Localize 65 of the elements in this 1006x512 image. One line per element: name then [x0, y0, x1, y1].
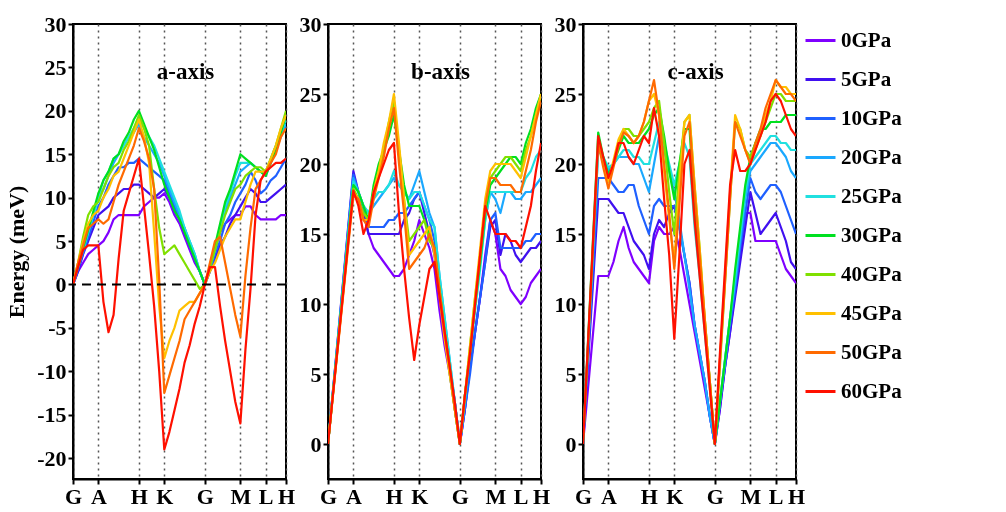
text: b-axis — [411, 59, 470, 84]
y-tick-label: 15 — [44, 141, 67, 167]
x-tick-label: M — [485, 483, 507, 509]
y-tick-label: 30 — [554, 11, 577, 37]
x-tick-label: A — [90, 483, 107, 509]
y-tick-label: 5 — [310, 361, 322, 387]
x-tick-label: G — [451, 483, 469, 509]
legend-label: 30GPa — [841, 222, 903, 247]
x-tick-label: K — [411, 483, 429, 509]
y-tick-label: -15 — [37, 402, 67, 428]
legend-label: 5GPa — [841, 66, 892, 91]
x-tick-label: G — [196, 483, 214, 509]
x-tick-label: L — [513, 483, 529, 509]
x-tick-label: H — [787, 483, 806, 509]
legend-label: 60GPa — [841, 378, 903, 403]
legend-label: 45GPa — [841, 300, 903, 325]
x-tick-label: M — [230, 483, 252, 509]
y-tick-label: 20 — [44, 98, 67, 124]
y-tick-label: 5 — [565, 361, 577, 387]
y-tick-label: 20 — [554, 151, 577, 177]
y-tick-label: 25 — [44, 54, 67, 80]
y-tick-label: 5 — [55, 228, 67, 254]
x-tick-label: H — [130, 483, 148, 509]
y-tick-label: 0 — [55, 272, 67, 297]
y-tick-label: -5 — [48, 315, 67, 341]
y-tick-label: 10 — [299, 291, 322, 317]
x-tick-label: L — [258, 483, 274, 509]
x-tick-label: L — [768, 483, 784, 509]
y-tick-label: 15 — [299, 221, 322, 247]
legend-label: 40GPa — [841, 261, 903, 286]
y-tick-label: 10 — [44, 185, 67, 211]
line-series — [73, 127, 286, 395]
y-tick-label: 10 — [554, 291, 577, 317]
x-tick-label: G — [64, 483, 83, 509]
x-tick-label: A — [345, 483, 362, 509]
x-tick-label: H — [532, 483, 551, 509]
y-tick-label: 20 — [299, 151, 322, 177]
y-tick-label: 0 — [310, 431, 322, 457]
x-tick-label: H — [277, 483, 296, 509]
legend-label: 25GPa — [841, 183, 903, 208]
x-tick-label: G — [319, 483, 338, 509]
y-tick-label: 15 — [554, 221, 577, 247]
legend-label: 10GPa — [841, 105, 903, 130]
x-tick-label: H — [640, 483, 658, 509]
line-series — [73, 157, 286, 451]
x-tick-label: K — [156, 483, 174, 509]
y-tick-label: 25 — [554, 81, 577, 107]
y-tick-label: -20 — [37, 445, 67, 471]
legend-label: 20GPa — [841, 144, 903, 169]
x-tick-label: K — [666, 483, 684, 509]
y-tick-label: 30 — [44, 11, 67, 37]
y-tick-label: 0 — [565, 431, 577, 457]
x-tick-label: G — [706, 483, 724, 509]
x-tick-label: M — [740, 483, 762, 509]
x-tick-label: A — [600, 483, 617, 509]
y-tick-label: 30 — [299, 11, 322, 37]
y-tick-label: 25 — [299, 81, 322, 107]
legend-label: 50GPa — [841, 339, 903, 364]
y-axis-title: Energy (meV) — [4, 185, 30, 319]
legend-label: 0GPa — [841, 27, 892, 52]
text: a-axis — [156, 59, 215, 84]
x-tick-label: G — [574, 483, 593, 509]
y-tick-label: -10 — [37, 358, 67, 384]
text: c-axis — [667, 59, 724, 84]
x-tick-label: H — [385, 483, 403, 509]
